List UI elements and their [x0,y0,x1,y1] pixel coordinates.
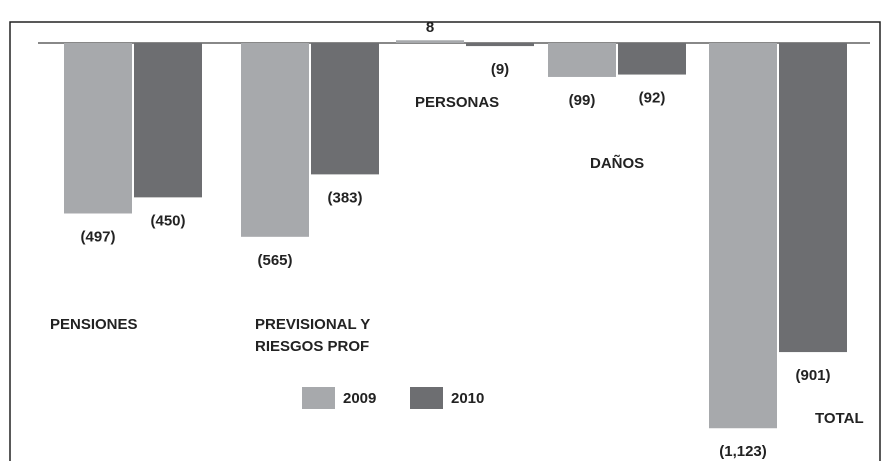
legend-label: 2009 [343,390,376,407]
value-label: (450) [150,212,185,229]
value-label: (1,123) [719,443,767,460]
bar [709,42,777,429]
frame [9,21,881,461]
category-label: PERSONAS [415,94,500,111]
bar [466,42,534,47]
value-label: (497) [80,228,115,245]
bar [548,42,616,77]
bar [64,42,132,214]
category-label: PENSIONES [50,316,138,333]
value-label: (99) [569,92,596,109]
legend-swatch [410,387,443,409]
category-label: DAÑOS [590,155,645,172]
category-label: TOTAL [815,410,864,427]
bar [779,42,847,353]
value-label: (9) [491,61,509,78]
bar [396,40,464,43]
bar [134,42,202,198]
value-label: 8 [426,19,434,36]
bar [241,42,309,237]
value-label: (92) [639,90,666,107]
value-label: (565) [257,252,292,269]
bar [618,42,686,75]
legend-label: 2010 [451,390,484,407]
category-label: PREVISIONAL Y RIESGOS PROF [255,316,371,355]
bar [311,42,379,175]
value-label: (383) [327,189,362,206]
value-label: (901) [795,367,830,384]
legend-swatch [302,387,335,409]
